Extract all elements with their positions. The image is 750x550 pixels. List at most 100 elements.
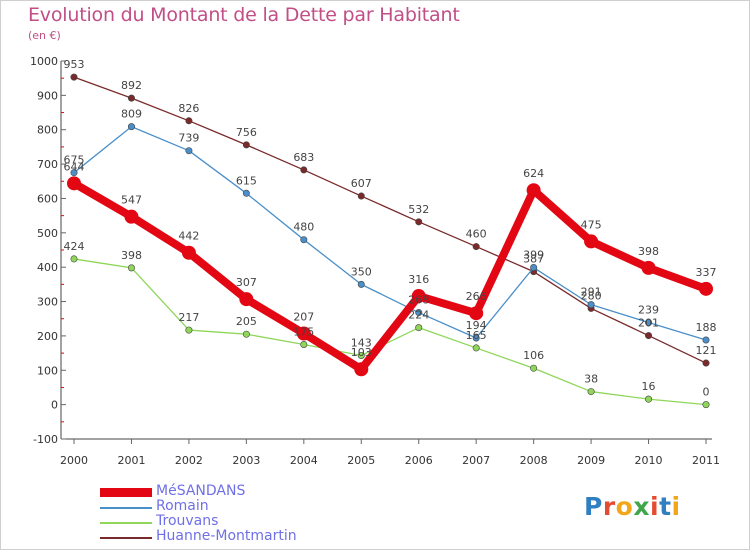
data-point — [645, 395, 653, 403]
data-label: 205 — [236, 315, 257, 328]
data-point — [185, 147, 193, 155]
x-tick-label: 2005 — [347, 454, 375, 467]
legend-swatch — [100, 522, 152, 524]
y-tick-label: 900 — [37, 89, 58, 102]
series-layer — [67, 73, 713, 409]
series-line — [73, 125, 707, 341]
x-tick-label: 2002 — [175, 454, 203, 467]
legend-swatch — [100, 488, 152, 497]
data-point — [300, 340, 308, 348]
data-point — [67, 176, 81, 191]
data-point — [181, 245, 196, 260]
y-tick-label: 500 — [37, 227, 58, 240]
data-label: 475 — [581, 218, 602, 231]
data-point — [645, 332, 653, 340]
data-label: 307 — [236, 276, 257, 289]
data-point — [472, 243, 480, 251]
data-point — [587, 388, 595, 396]
data-point — [127, 264, 135, 272]
chart-title: Evolution du Montant de la Dette par Hab… — [28, 4, 460, 26]
y-tick-label: 200 — [37, 330, 58, 343]
data-point — [702, 359, 710, 367]
data-point — [127, 123, 135, 131]
y-tick-label: 700 — [37, 158, 58, 171]
legend-label: Huanne-Montmartin — [156, 528, 297, 544]
x-tick-label: 2007 — [462, 454, 490, 467]
legend-item-mesandans: MéSANDANS — [100, 483, 400, 500]
data-label: 826 — [178, 102, 199, 115]
data-point — [300, 166, 308, 174]
logo-letter: o — [615, 492, 634, 521]
y-tick-label: 600 — [37, 192, 58, 205]
y-tick-label: 300 — [37, 296, 58, 309]
data-point — [645, 319, 653, 327]
data-point — [185, 326, 193, 334]
data-point — [357, 280, 365, 288]
logo-letter: t — [659, 492, 672, 521]
data-label: 337 — [696, 266, 717, 279]
data-label: 398 — [638, 245, 659, 258]
data-point — [472, 334, 480, 342]
data-label: 424 — [64, 240, 85, 253]
series-line — [70, 179, 710, 374]
data-point — [530, 364, 538, 372]
data-point — [415, 218, 423, 226]
logo-letter: i — [650, 492, 660, 521]
data-label: 106 — [523, 349, 544, 362]
data-point — [530, 264, 538, 272]
y-tick-label: 100 — [37, 364, 58, 377]
data-label: 239 — [638, 304, 659, 317]
data-label: 756 — [236, 126, 257, 139]
data-point — [239, 292, 254, 307]
logo-letter: x — [633, 492, 650, 521]
data-point — [699, 281, 713, 296]
legend-item-romain: Romain — [100, 498, 400, 515]
data-label: 316 — [408, 273, 429, 286]
data-label: 739 — [178, 132, 199, 145]
data-point — [415, 324, 423, 332]
data-point — [587, 301, 595, 309]
legend-label: Romain — [156, 498, 209, 514]
y-tick-label: 1000 — [30, 55, 58, 68]
data-point — [124, 209, 139, 224]
legend-label: Trouvans — [156, 513, 219, 529]
data-point — [472, 344, 480, 352]
x-tick-label: 2004 — [290, 454, 318, 467]
x-tick-label: 2008 — [520, 454, 548, 467]
unit-label: (en €) — [28, 29, 61, 42]
data-label: 280 — [581, 289, 602, 302]
x-tick-label: 2000 — [60, 454, 88, 467]
data-label: 615 — [236, 174, 257, 187]
data-point — [127, 94, 135, 102]
data-point — [641, 260, 656, 275]
data-label: 266 — [466, 290, 487, 303]
data-label: 683 — [293, 151, 314, 164]
legend-swatch — [100, 507, 152, 509]
series-line — [73, 76, 707, 364]
legend-item-trouvans: Trouvans — [100, 513, 400, 530]
data-point — [357, 192, 365, 200]
data-label: 398 — [121, 249, 142, 262]
data-point — [185, 117, 193, 125]
y-tick-label: 0 — [51, 399, 58, 412]
data-label: 547 — [121, 194, 142, 207]
y-tick-label: 400 — [37, 261, 58, 274]
series-line — [73, 258, 707, 406]
data-labels-layer: 953 892 826 756 683 607 532 460 387 280 201 121 675 8… — [64, 58, 717, 398]
data-label: 387 — [523, 253, 544, 266]
logo-letter: r — [602, 492, 616, 521]
data-point — [300, 236, 308, 244]
legend-item-huanne-montmartin: Huanne-Montmartin — [100, 528, 400, 545]
y-tick-label: 800 — [37, 124, 58, 137]
data-label: 224 — [408, 309, 429, 322]
data-label: 38 — [584, 373, 598, 386]
axes: -100 0 100 200 300 400 500 600 700 800 900 1000 2000… — [30, 55, 720, 467]
proxiti-logo: Proxiti — [584, 492, 681, 521]
data-label: 217 — [178, 311, 199, 324]
legend-swatch — [100, 537, 152, 539]
data-label: 188 — [696, 321, 717, 334]
data-point — [242, 189, 250, 197]
data-label: 16 — [642, 380, 656, 393]
data-point — [242, 330, 250, 338]
